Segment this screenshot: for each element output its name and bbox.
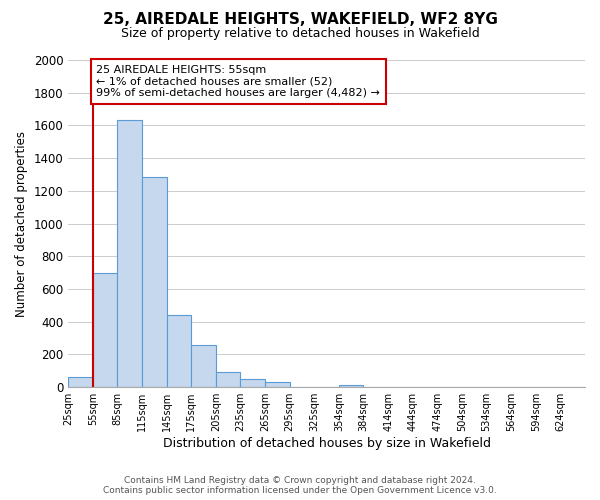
Text: Contains HM Land Registry data © Crown copyright and database right 2024.
Contai: Contains HM Land Registry data © Crown c… [103, 476, 497, 495]
Bar [118, 120, 142, 387]
Bar [191, 346, 216, 387]
X-axis label: Distribution of detached houses by size in Wakefield: Distribution of detached houses by size … [163, 437, 491, 450]
Bar [167, 315, 191, 387]
Text: Size of property relative to detached houses in Wakefield: Size of property relative to detached ho… [121, 28, 479, 40]
Bar [142, 177, 167, 387]
Bar [241, 379, 265, 387]
Text: 25, AIREDALE HEIGHTS, WAKEFIELD, WF2 8YG: 25, AIREDALE HEIGHTS, WAKEFIELD, WF2 8YG [103, 12, 497, 28]
Bar [216, 372, 241, 387]
Bar [93, 272, 118, 387]
Bar [339, 385, 364, 387]
Bar [265, 382, 290, 387]
Text: 25 AIREDALE HEIGHTS: 55sqm
← 1% of detached houses are smaller (52)
99% of semi-: 25 AIREDALE HEIGHTS: 55sqm ← 1% of detac… [97, 65, 380, 98]
Bar [68, 376, 93, 387]
Y-axis label: Number of detached properties: Number of detached properties [15, 130, 28, 316]
